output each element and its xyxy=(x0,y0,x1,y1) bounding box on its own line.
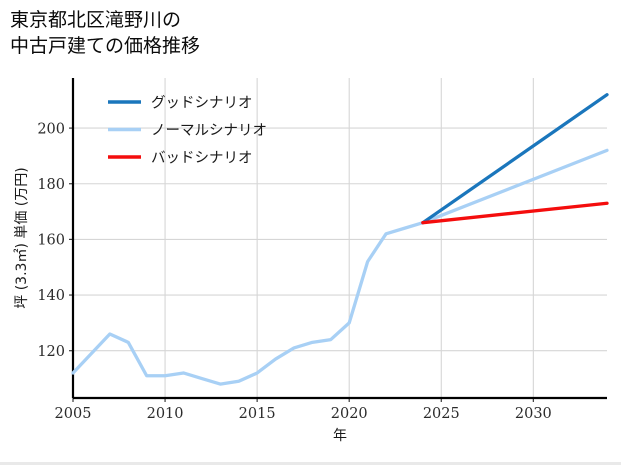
legend-label: ノーマルシナリオ xyxy=(151,123,267,139)
axis-titles-group: 年 坪 (3.3㎡) 単価 (万円) xyxy=(14,167,347,444)
x-axis-title: 年 xyxy=(333,428,347,444)
y-tick-label: 140 xyxy=(37,288,65,304)
series-line xyxy=(71,148,609,386)
data-series-group xyxy=(71,93,609,386)
x-tick-label: 2025 xyxy=(423,406,460,422)
x-tick-label: 2030 xyxy=(515,406,552,422)
y-tick-label: 120 xyxy=(37,344,65,360)
y-tick-label: 180 xyxy=(37,177,65,193)
series-line xyxy=(421,93,609,225)
y-tick-labels-group: 120 140 160 180 200 xyxy=(37,121,65,360)
y-tick-label: 160 xyxy=(37,233,65,249)
chart-title-line-2: 中古戸建ての価格推移 xyxy=(10,34,201,57)
axis-spines-group xyxy=(71,78,607,400)
x-tick-labels-group: 2005 2010 2015 2020 2025 2030 xyxy=(55,406,552,422)
y-axis-title: 坪 (3.3㎡) 単価 (万円) xyxy=(14,167,30,308)
series-line xyxy=(421,201,609,225)
chart-title: 東京都北区滝野川の 中古戸建ての価格推移 xyxy=(10,8,200,59)
y-tick-label: 200 xyxy=(37,121,65,137)
x-tick-label: 2005 xyxy=(55,406,92,422)
figure-bottom-edge xyxy=(0,462,621,465)
x-tick-label: 2015 xyxy=(239,406,276,422)
x-tick-label: 2010 xyxy=(147,406,184,422)
legend-label: グッドシナリオ xyxy=(151,94,253,111)
chart-title-line-1: 東京都北区滝野川の xyxy=(10,9,182,31)
x-tick-label: 2020 xyxy=(331,406,368,422)
legend-label: バッドシナリオ xyxy=(151,150,253,166)
